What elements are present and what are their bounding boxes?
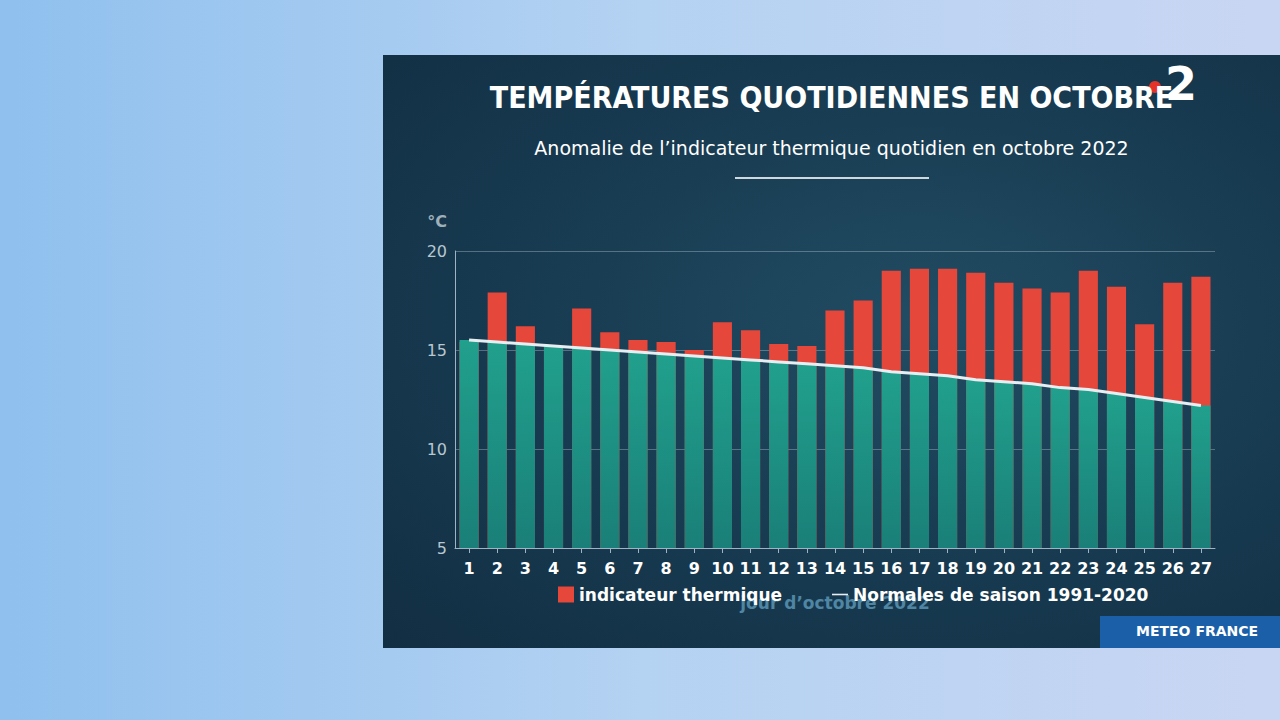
svg-text:2: 2 [1165,57,1197,111]
svg-text:17: 17 [908,559,930,578]
svg-text:TEMPÉRATURES QUOTIDIENNES EN O: TEMPÉRATURES QUOTIDIENNES EN OCTOBRE [490,80,1174,115]
svg-text:5: 5 [576,559,587,578]
svg-text:15: 15 [852,559,874,578]
svg-text:13: 13 [796,559,818,578]
svg-text:8: 8 [661,559,672,578]
svg-text:19: 19 [965,559,987,578]
svg-text:27: 27 [1190,559,1212,578]
svg-text:10: 10 [711,559,733,578]
svg-text:7: 7 [632,559,643,578]
svg-text:Anomalie de l’indicateur therm: Anomalie de l’indicateur thermique quoti… [534,137,1128,159]
svg-text:21: 21 [1021,559,1043,578]
svg-text:4: 4 [548,559,559,578]
svg-text:2: 2 [492,559,503,578]
svg-text:1: 1 [464,559,475,578]
svg-text:11: 11 [739,559,761,578]
svg-text:26: 26 [1162,559,1184,578]
svg-text:22: 22 [1049,559,1071,578]
svg-text:20: 20 [427,242,447,261]
svg-text:24: 24 [1105,559,1127,578]
svg-text:14: 14 [824,559,846,578]
svg-text:5: 5 [437,539,447,558]
svg-text:12: 12 [768,559,790,578]
svg-text:6: 6 [604,559,615,578]
svg-text:25: 25 [1133,559,1155,578]
svg-text:18: 18 [936,559,958,578]
svg-text:°C: °C [427,212,447,231]
svg-text:15: 15 [427,341,447,360]
svg-text:indicateur thermique: indicateur thermique [579,585,782,605]
svg-text:23: 23 [1077,559,1099,578]
svg-text:9: 9 [689,559,700,578]
svg-text:METEO FRANCE: METEO FRANCE [1136,623,1258,639]
svg-text:16: 16 [880,559,902,578]
svg-text:20: 20 [993,559,1015,578]
svg-text:10: 10 [427,440,447,459]
svg-text:Normales de saison 1991-2020: Normales de saison 1991-2020 [853,585,1149,605]
svg-text:3: 3 [520,559,531,578]
